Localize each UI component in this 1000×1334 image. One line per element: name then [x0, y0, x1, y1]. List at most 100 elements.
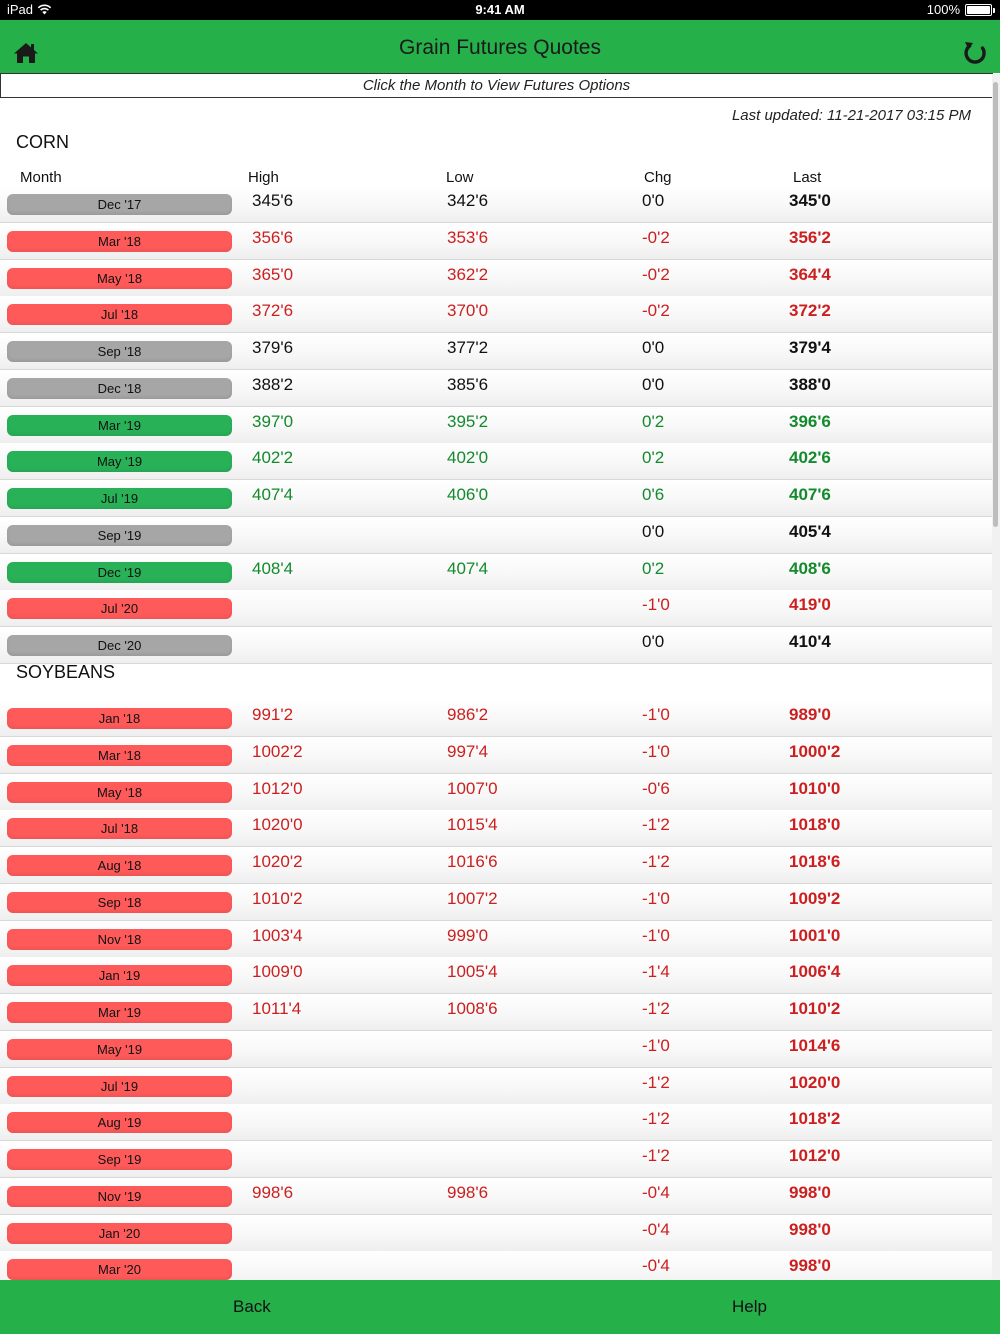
table-row: Dec '20 0'0 410'4	[0, 627, 992, 664]
month-button[interactable]: Nov '18	[7, 928, 232, 950]
home-button[interactable]	[12, 41, 40, 65]
table-row: Aug '18 1020'2 1016'6 -1'2 1018'6	[0, 847, 992, 884]
month-button[interactable]: Jul '19	[7, 488, 232, 509]
change-value: 0'0	[642, 191, 665, 210]
month-button[interactable]: Sep '19	[7, 1149, 232, 1170]
last-value: 396'6	[789, 411, 831, 431]
month-button[interactable]: May '18	[7, 267, 232, 289]
low-value: 999'0	[447, 925, 489, 945]
month-button[interactable]: May '18	[7, 781, 232, 803]
month-button[interactable]: Mar '18	[7, 744, 232, 766]
low-value: 997'4	[447, 741, 489, 761]
change-value: -0'4	[642, 1219, 670, 1239]
table-row: Mar '19 1011'4 1008'6 -1'2 1010'2	[0, 994, 992, 1031]
month-button[interactable]: Sep '19	[7, 524, 232, 546]
low-value: 1016'6	[447, 852, 498, 871]
column-header-low: Low	[446, 169, 474, 186]
table-row: Mar '19 397'0 395'2 0'2 396'6	[0, 406, 992, 444]
low-value: 998'6	[447, 1182, 489, 1202]
table-row: Sep '18 1010'2 1007'2 -1'0 1009'2	[0, 883, 992, 921]
table-row: Nov '18 1003'4 999'0 -1'0 1001'0	[0, 920, 992, 958]
change-value: 0'6	[642, 485, 665, 504]
high-value: 388'2	[252, 374, 294, 394]
month-button[interactable]: Dec '18	[7, 377, 232, 399]
low-value: 370'0	[447, 301, 489, 321]
table-row: Dec '19 408'4 407'4 0'2 408'6	[0, 553, 992, 591]
table-row: Sep '19 0'0 405'4	[0, 516, 992, 554]
low-value: 395'2	[447, 411, 489, 431]
month-button[interactable]: Aug '18	[7, 855, 232, 876]
battery-percent: 100%	[926, 2, 960, 17]
section-title-corn: CORN	[16, 132, 69, 152]
month-button[interactable]: Dec '17	[7, 194, 232, 215]
last-value: 998'0	[789, 1256, 831, 1276]
nav-bar: Grain Futures Quotes	[0, 20, 1000, 73]
month-button[interactable]: May '19	[7, 1038, 232, 1060]
month-button[interactable]: Sep '18	[7, 341, 232, 362]
high-value: 397'0	[252, 411, 294, 431]
refresh-button[interactable]	[960, 38, 990, 68]
month-button[interactable]: Jan '20	[7, 1222, 232, 1244]
table-row: Aug '19 -1'2 1018'2	[0, 1104, 992, 1142]
month-button[interactable]: Jan '18	[7, 708, 232, 729]
high-value: 1003'4	[252, 925, 303, 945]
column-header-last: Last	[793, 169, 822, 186]
change-value: -1'2	[642, 999, 670, 1018]
table-row: Jan '19 1009'0 1005'4 -1'4 1006'4	[0, 957, 992, 995]
month-button[interactable]: Mar '19	[7, 414, 232, 436]
device-indicator: iPad	[7, 2, 52, 17]
table-row: Jul '20 -1'0 419'0	[0, 590, 992, 628]
month-button[interactable]: Dec '20	[7, 635, 232, 656]
last-value: 408'6	[789, 558, 831, 578]
high-value: 379'6	[252, 338, 294, 357]
low-value: 402'0	[447, 448, 489, 468]
month-button[interactable]: Mar '19	[7, 1002, 232, 1023]
last-value: 1020'0	[789, 1072, 841, 1092]
column-header-chg: Chg	[644, 169, 672, 186]
table-row: Jul '18 1020'0 1015'4 -1'2 1018'0	[0, 810, 992, 848]
month-button[interactable]: Jan '19	[7, 965, 232, 987]
month-button[interactable]: Nov '19	[7, 1185, 232, 1207]
month-button[interactable]: Mar '18	[7, 230, 232, 252]
month-button[interactable]: Jul '18	[7, 304, 232, 326]
month-button[interactable]: Sep '18	[7, 891, 232, 913]
change-value: -0'4	[642, 1182, 670, 1202]
scrollbar-thumb[interactable]	[993, 82, 998, 527]
change-value: -1'0	[642, 1035, 670, 1055]
help-button[interactable]: Help	[732, 1297, 767, 1316]
low-value: 407'4	[447, 558, 489, 578]
month-button[interactable]: Jul '20	[7, 598, 232, 620]
month-button[interactable]: Dec '19	[7, 561, 232, 583]
scrollbar[interactable]	[992, 74, 1000, 1280]
high-value: 1002'2	[252, 741, 303, 761]
column-header-month: Month	[20, 169, 62, 186]
high-value: 1012'0	[252, 778, 303, 798]
back-button[interactable]: Back	[233, 1297, 271, 1316]
last-value: 379'4	[789, 338, 831, 357]
month-button[interactable]: May '19	[7, 451, 232, 473]
table-row: Mar '18 356'6 353'6 -0'2 356'2	[0, 222, 992, 260]
change-value: -1'0	[642, 925, 670, 945]
low-value: 1007'0	[447, 778, 498, 798]
section-title-soybeans: SOYBEANS	[16, 662, 116, 682]
month-button[interactable]: Aug '19	[7, 1112, 232, 1134]
home-icon	[14, 43, 38, 63]
change-value: 0'0	[642, 632, 665, 651]
month-button[interactable]: Jul '19	[7, 1075, 232, 1097]
change-value: -0'6	[642, 778, 670, 798]
change-value: 0'2	[642, 411, 665, 431]
last-value: 1010'0	[789, 778, 841, 798]
page-title: Grain Futures Quotes	[399, 36, 601, 59]
table-row: Jul '18 372'6 370'0 -0'2 372'2	[0, 296, 992, 334]
last-value: 405'4	[789, 521, 831, 541]
high-value: 1020'0	[252, 815, 303, 835]
last-value: 1001'0	[789, 925, 841, 945]
high-value: 1020'2	[252, 852, 303, 871]
month-button[interactable]: Jul '18	[7, 818, 232, 840]
low-value: 377'2	[447, 338, 489, 357]
change-value: -1'2	[642, 1072, 670, 1092]
table-row: May '19 -1'0 1014'6	[0, 1030, 992, 1068]
month-button[interactable]: Mar '20	[7, 1259, 232, 1281]
change-value: -1'2	[642, 852, 670, 871]
change-value: -1'0	[642, 705, 670, 724]
